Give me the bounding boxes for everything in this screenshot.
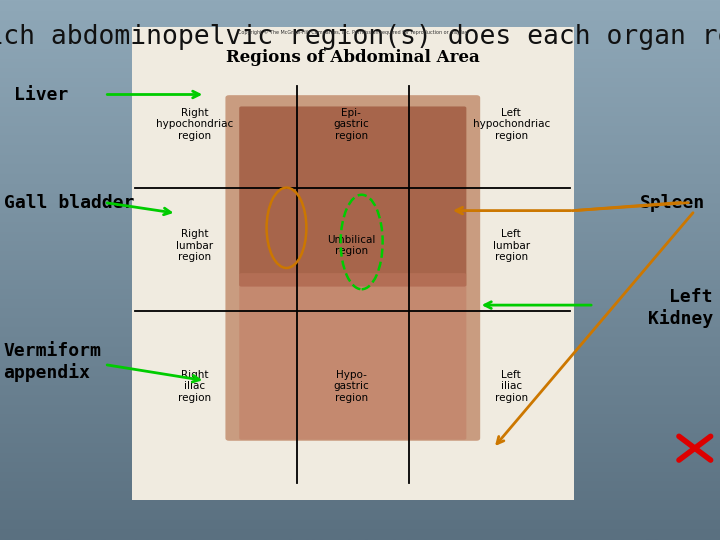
Text: Left
lumbar
region: Left lumbar region	[492, 229, 530, 262]
Text: Left
Kidney: Left Kidney	[647, 288, 713, 328]
Text: Gall bladder: Gall bladder	[4, 193, 134, 212]
Text: In which abdominopelvic region(s) does each organ reside?: In which abdominopelvic region(s) does e…	[0, 24, 720, 50]
Text: Vermiform
appendix: Vermiform appendix	[4, 342, 102, 382]
Bar	[132, 27, 574, 500]
Text: Umbilical
region: Umbilical region	[327, 235, 376, 256]
Text: Regions of Abdominal Area: Regions of Abdominal Area	[226, 49, 480, 65]
Text: Liver: Liver	[14, 85, 69, 104]
Text: Right
hypochondriac
region: Right hypochondriac region	[156, 107, 233, 141]
Text: Right
iliac
region: Right iliac region	[178, 369, 211, 403]
Text: Hypo-
gastric
region: Hypo- gastric region	[333, 369, 369, 403]
FancyBboxPatch shape	[225, 95, 480, 441]
FancyBboxPatch shape	[239, 273, 467, 440]
Text: Epi-
gastric
region: Epi- gastric region	[333, 107, 369, 141]
Text: Copyright © The McGraw-Hill Companies, Inc. Permission required for reproduction: Copyright © The McGraw-Hill Companies, I…	[238, 30, 468, 35]
FancyBboxPatch shape	[239, 106, 467, 287]
Text: Right
lumbar
region: Right lumbar region	[176, 229, 213, 262]
Text: Left
hypochondriac
region: Left hypochondriac region	[472, 107, 550, 141]
Text: Left
iliac
region: Left iliac region	[495, 369, 528, 403]
Text: Spleen: Spleen	[640, 193, 706, 212]
